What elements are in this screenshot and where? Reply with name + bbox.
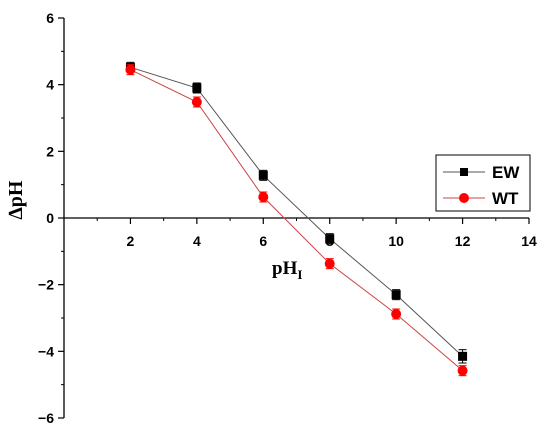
x-tick-label: 12 (455, 233, 471, 249)
x-tick-label: 10 (388, 233, 404, 249)
data-point-wt (391, 309, 402, 319)
data-point-ew (391, 290, 401, 300)
data-point-ew (258, 170, 268, 180)
legend: EW WT (435, 154, 531, 212)
series-layer (125, 61, 468, 377)
y-tick-label: 4 (46, 77, 54, 93)
data-point-wt (258, 192, 269, 202)
series-line-wt (130, 69, 463, 372)
y-tick-label: 0 (46, 210, 54, 226)
y-axis-title: ∆pH (5, 180, 27, 219)
y-tick-label: 2 (46, 143, 54, 159)
x-tick-label: 14 (521, 233, 537, 249)
x-tick-label: 4 (193, 233, 201, 249)
x-tick-label: 6 (259, 233, 267, 249)
x-axis-title-main: pH (272, 258, 298, 279)
x-tick-label: 2 (127, 233, 135, 249)
legend-label-wt: WT (492, 189, 519, 208)
legend-label-ew: EW (492, 163, 520, 182)
legend-box (435, 154, 531, 212)
data-point-ew (458, 351, 468, 361)
legend-marker-ew (460, 168, 468, 176)
data-point-ew (192, 83, 202, 93)
series-wt (125, 64, 468, 377)
y-tick-label: −4 (38, 343, 54, 359)
series-line-ew (130, 66, 463, 357)
legend-marker-wt (459, 193, 469, 203)
series-ew (125, 61, 468, 364)
data-point-wt (324, 258, 335, 269)
x-axis-title: pHI (272, 258, 302, 282)
data-point-wt (457, 365, 468, 376)
y-tick-label: 6 (46, 10, 54, 26)
data-point-ew (325, 234, 335, 244)
y-tick-label: −2 (38, 277, 54, 293)
data-point-wt (125, 64, 136, 75)
data-point-wt (191, 97, 202, 107)
x-axis-title-subscript: I (297, 267, 302, 282)
y-tick-label: −6 (38, 410, 54, 426)
